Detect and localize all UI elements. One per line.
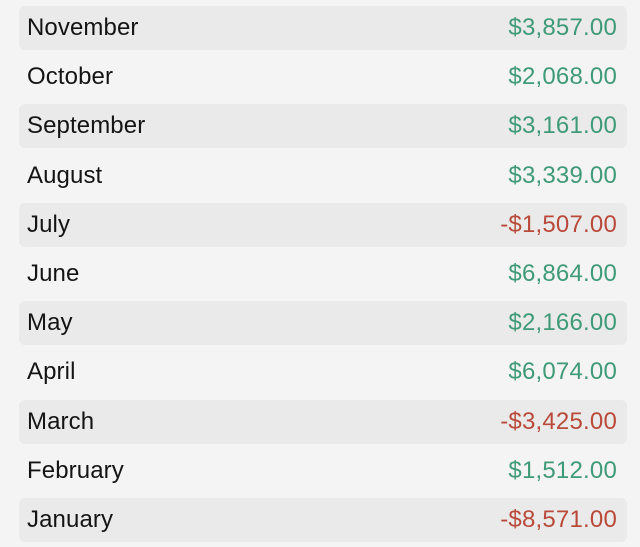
month-label: May: [27, 309, 73, 337]
amount-value: $3,161.00: [508, 112, 617, 140]
amount-value: $2,068.00: [508, 63, 617, 91]
month-label: November: [27, 14, 139, 41]
month-label: January: [27, 505, 114, 533]
amount-value: -$8,571.00: [500, 505, 617, 533]
month-label: July: [27, 210, 71, 238]
list-item[interactable]: August $3,339.00: [19, 154, 627, 198]
amount-value: $6,864.00: [508, 259, 617, 287]
amount-value: $2,166.00: [508, 309, 617, 337]
list-item[interactable]: February $1,512.00: [19, 449, 627, 493]
list-item[interactable]: June $6,864.00: [19, 252, 627, 296]
list-item[interactable]: April $6,074.00: [19, 350, 627, 394]
list-item[interactable]: January -$8,571.00: [19, 497, 627, 542]
monthly-totals-list: November $3,857.00 October $2,068.00 Sep…: [19, 6, 627, 547]
amount-value: $1,512.00: [508, 456, 617, 484]
month-label: April: [27, 358, 76, 386]
list-item[interactable]: July -$1,507.00: [19, 202, 627, 247]
list-item[interactable]: November $3,857.00: [19, 6, 627, 50]
amount-value: -$3,425.00: [500, 407, 617, 435]
amount-value: $6,074.00: [508, 358, 617, 386]
month-label: March: [27, 407, 95, 435]
list-item[interactable]: March -$3,425.00: [19, 399, 627, 444]
list-item[interactable]: October $2,068.00: [19, 55, 627, 99]
month-label: September: [27, 112, 146, 140]
list-item[interactable]: May $2,166.00: [19, 301, 627, 346]
month-label: October: [27, 63, 114, 91]
amount-value: $3,857.00: [508, 14, 617, 41]
month-label: August: [27, 161, 103, 189]
list-item[interactable]: September $3,161.00: [19, 104, 627, 149]
amount-value: -$1,507.00: [500, 210, 617, 238]
amount-value: $3,339.00: [508, 161, 617, 189]
month-label: June: [27, 259, 80, 287]
month-label: February: [27, 456, 124, 484]
